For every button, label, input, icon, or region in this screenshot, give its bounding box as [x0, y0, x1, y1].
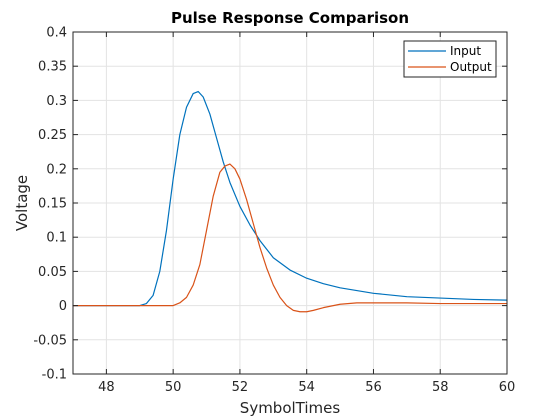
y-tick-label: 0.35 [38, 60, 67, 75]
chart-title: Pulse Response Comparison [171, 9, 409, 27]
x-tick-label: 48 [98, 380, 115, 395]
y-axis-label: Voltage [13, 175, 31, 231]
y-tick-label: -0.05 [33, 333, 67, 348]
y-tick-label: 0.25 [38, 128, 67, 143]
x-tick-label: 50 [165, 380, 182, 395]
y-tick-label: 0.3 [46, 94, 67, 109]
x-axis-label: SymbolTimes [240, 399, 341, 417]
series-line-output [72, 163, 508, 313]
y-tick-label: 0.15 [38, 197, 67, 212]
series-layer [72, 90, 508, 313]
y-tick-label: 0.1 [46, 231, 67, 246]
y-tick-label: 0.05 [38, 265, 67, 280]
legend-label-output: Output [450, 60, 492, 74]
legend-label-input: Input [450, 44, 481, 58]
legend: Input Output [403, 40, 497, 78]
x-tick-label: 52 [232, 380, 249, 395]
x-tick-label: 56 [365, 380, 382, 395]
x-tick-label: 60 [499, 380, 516, 395]
y-tick-label: 0.2 [46, 162, 67, 177]
y-tick-label: 0 [59, 299, 67, 314]
y-tick-label: 0.4 [46, 26, 67, 41]
x-tick-label: 54 [298, 380, 315, 395]
series-line-input [72, 90, 508, 307]
x-tick-label: 58 [432, 380, 449, 395]
legend-box [403, 40, 497, 78]
tick-layer: 48 50 52 54 56 58 60 -0.1 -0.05 0 0.05 0.1 0.15 0.2 0.… [33, 26, 515, 396]
y-tick-label: -0.1 [42, 368, 67, 383]
